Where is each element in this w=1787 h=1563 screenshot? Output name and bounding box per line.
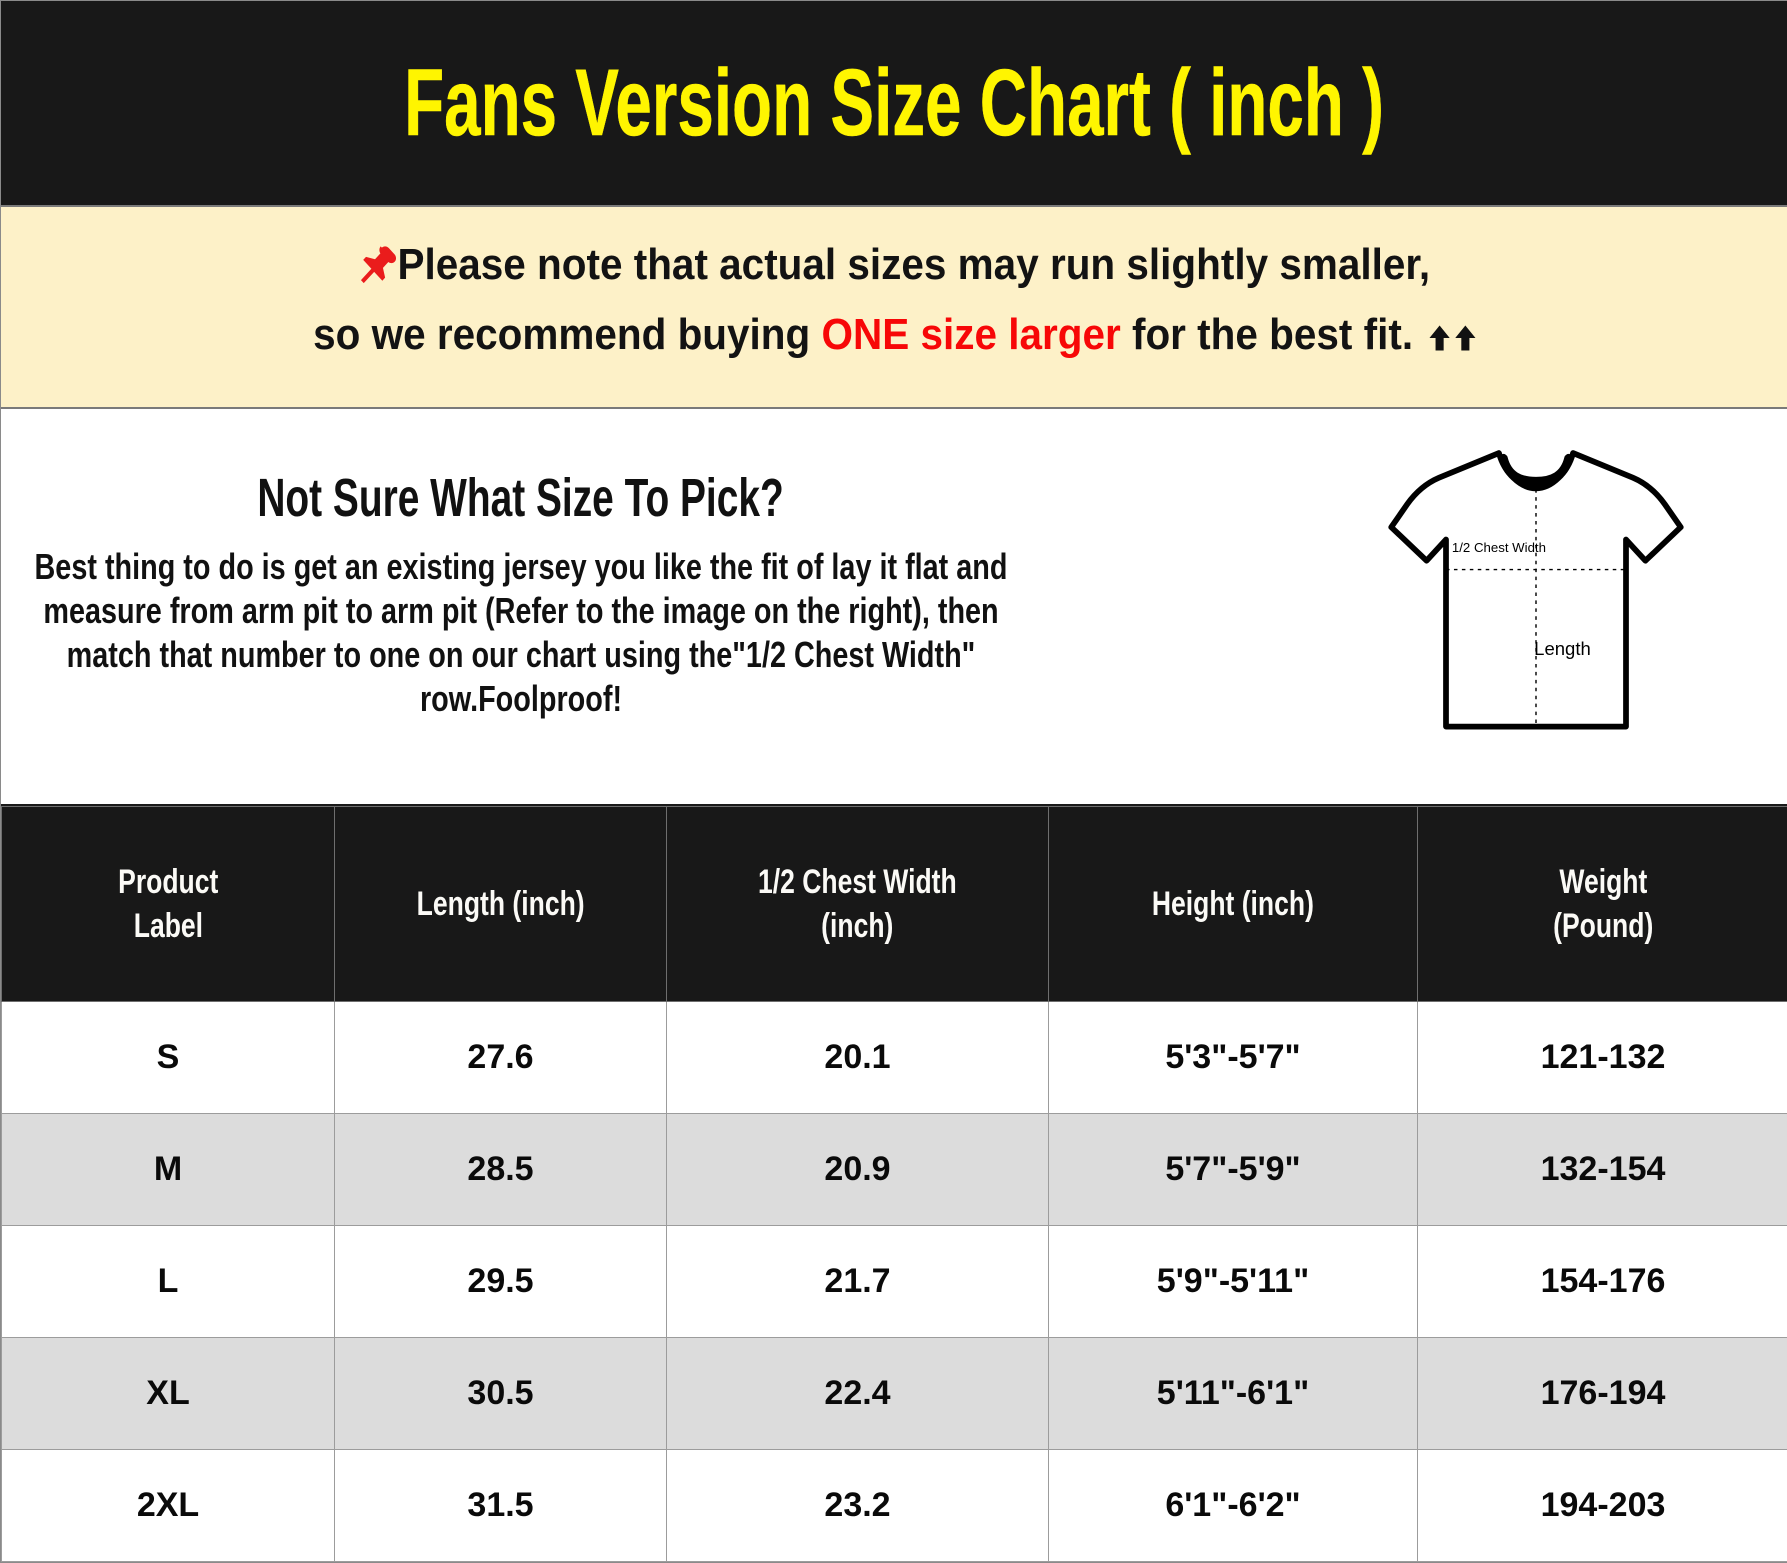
svg-text:1/2 Chest Width: 1/2 Chest Width	[1452, 540, 1546, 555]
svg-text:Length: Length	[1534, 638, 1591, 659]
